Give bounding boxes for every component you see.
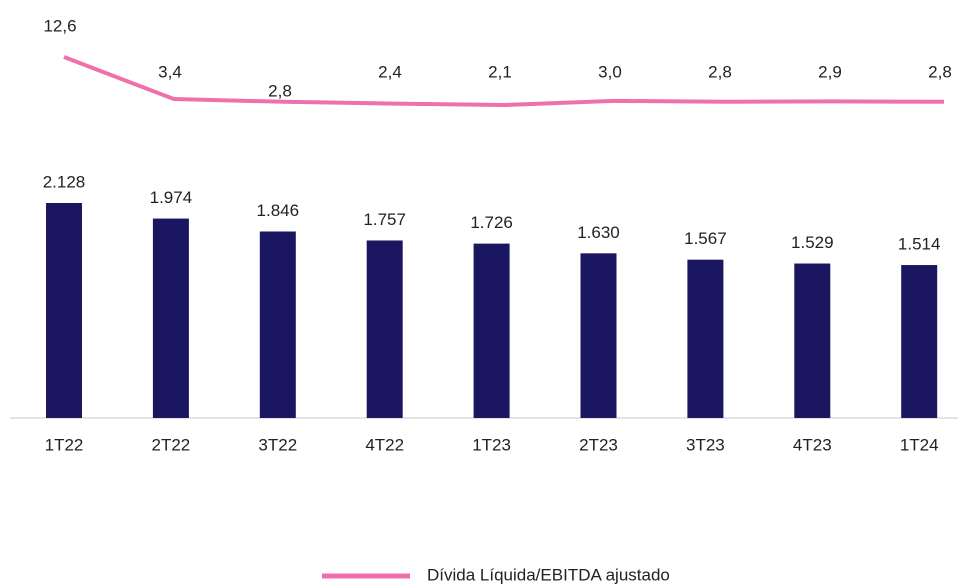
line-value-label: 2,8 [268, 81, 292, 100]
line-value-label: 3,4 [158, 62, 182, 81]
x-tick-label: 1T23 [472, 435, 511, 454]
x-tick-label: 3T23 [686, 435, 725, 454]
line-value-label: 2,1 [488, 62, 512, 81]
bar-value-label: 1.757 [363, 210, 406, 229]
bar-value-label: 1.514 [898, 235, 941, 254]
bar [46, 203, 82, 418]
bar [259, 231, 296, 418]
line-value-label: 2,8 [928, 62, 952, 81]
line [63, 55, 945, 107]
bar-value-label: 1.846 [257, 201, 300, 220]
bar [901, 265, 938, 418]
x-tick-label: 4T22 [365, 435, 404, 454]
line-value-label: 3,0 [598, 62, 622, 81]
bar-value-label: 1.567 [684, 229, 727, 248]
x-tick-label: 1T24 [900, 435, 939, 454]
bar-value-label: 1.974 [150, 188, 193, 207]
bar [366, 240, 403, 418]
line-value-label: 2,4 [378, 62, 402, 81]
x-tick-label: 1T22 [45, 435, 84, 454]
bar-value-label: 1.529 [791, 233, 834, 252]
x-tick-label: 3T22 [258, 435, 297, 454]
legend-label: Dívida Líquida/EBITDA ajustado [427, 565, 670, 584]
x-tick-label: 2T23 [579, 435, 618, 454]
x-tick-label: 4T23 [793, 435, 832, 454]
line-value-label: 12,6 [43, 16, 76, 35]
x-tick-label: 2T22 [152, 435, 191, 454]
bar [580, 253, 617, 418]
bar [473, 243, 510, 418]
line-value-label: 2,8 [708, 62, 732, 81]
bar-value-label: 1.630 [577, 223, 620, 242]
bar [687, 259, 724, 418]
line-value-label: 2,9 [818, 62, 842, 81]
bar-value-label: 2.128 [43, 172, 86, 191]
bar-value-label: 1.726 [470, 213, 513, 232]
bar [794, 263, 831, 418]
bar [152, 218, 189, 418]
